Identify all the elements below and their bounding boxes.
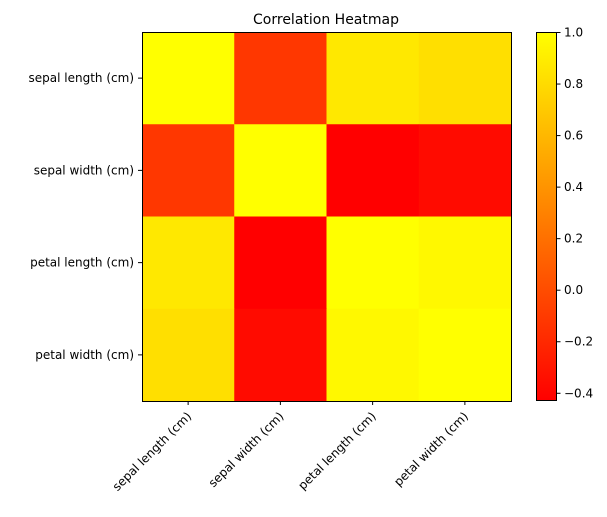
heatmap-cell [418,124,512,217]
x-tick-label: petal length (cm) [295,409,378,492]
x-tick-label: sepal width (cm) [206,409,287,490]
heatmap-cell [326,32,420,125]
colorbar-tick-label: 0.4 [564,180,583,194]
colorbar-tick-label: −0.2 [564,335,593,349]
heatmap-cell [418,32,512,125]
heatmap-cell [234,308,327,402]
y-tick-label: petal length (cm) [30,256,134,270]
colorbar-tick-label: 0.2 [564,232,583,246]
colorbar-tick-label: −0.4 [564,386,593,400]
colorbar-tick-label: 0.8 [564,77,583,91]
heatmap-cell [234,216,327,310]
heatmap-cell [326,124,420,217]
heatmap-cell [142,216,235,310]
heatmap-cell [234,32,327,125]
x-tick-label: sepal length (cm) [110,409,194,493]
y-tick-label: sepal length (cm) [29,71,134,85]
colorbar-tick-label: 0.6 [564,129,583,143]
y-tick-label: sepal width (cm) [34,163,134,177]
colorbar-tick-label: 0.0 [564,283,583,297]
x-tick-label: petal width (cm) [391,409,471,489]
heatmap-cell [326,308,420,402]
plot-frame [142,32,512,402]
heatmap-cell [142,124,235,217]
heatmap-cell [234,124,327,217]
chart-title: Correlation Heatmap [253,12,399,28]
heatmap-cell [142,32,235,125]
y-tick-label: petal width (cm) [35,348,134,362]
colorbar-tick-label: 1.0 [564,26,583,40]
heatmap-cell [418,216,512,310]
heatmap-cell [142,308,235,402]
colorbar [536,32,557,401]
heatmap-cell [418,308,512,402]
heatmap-cell [326,216,420,310]
